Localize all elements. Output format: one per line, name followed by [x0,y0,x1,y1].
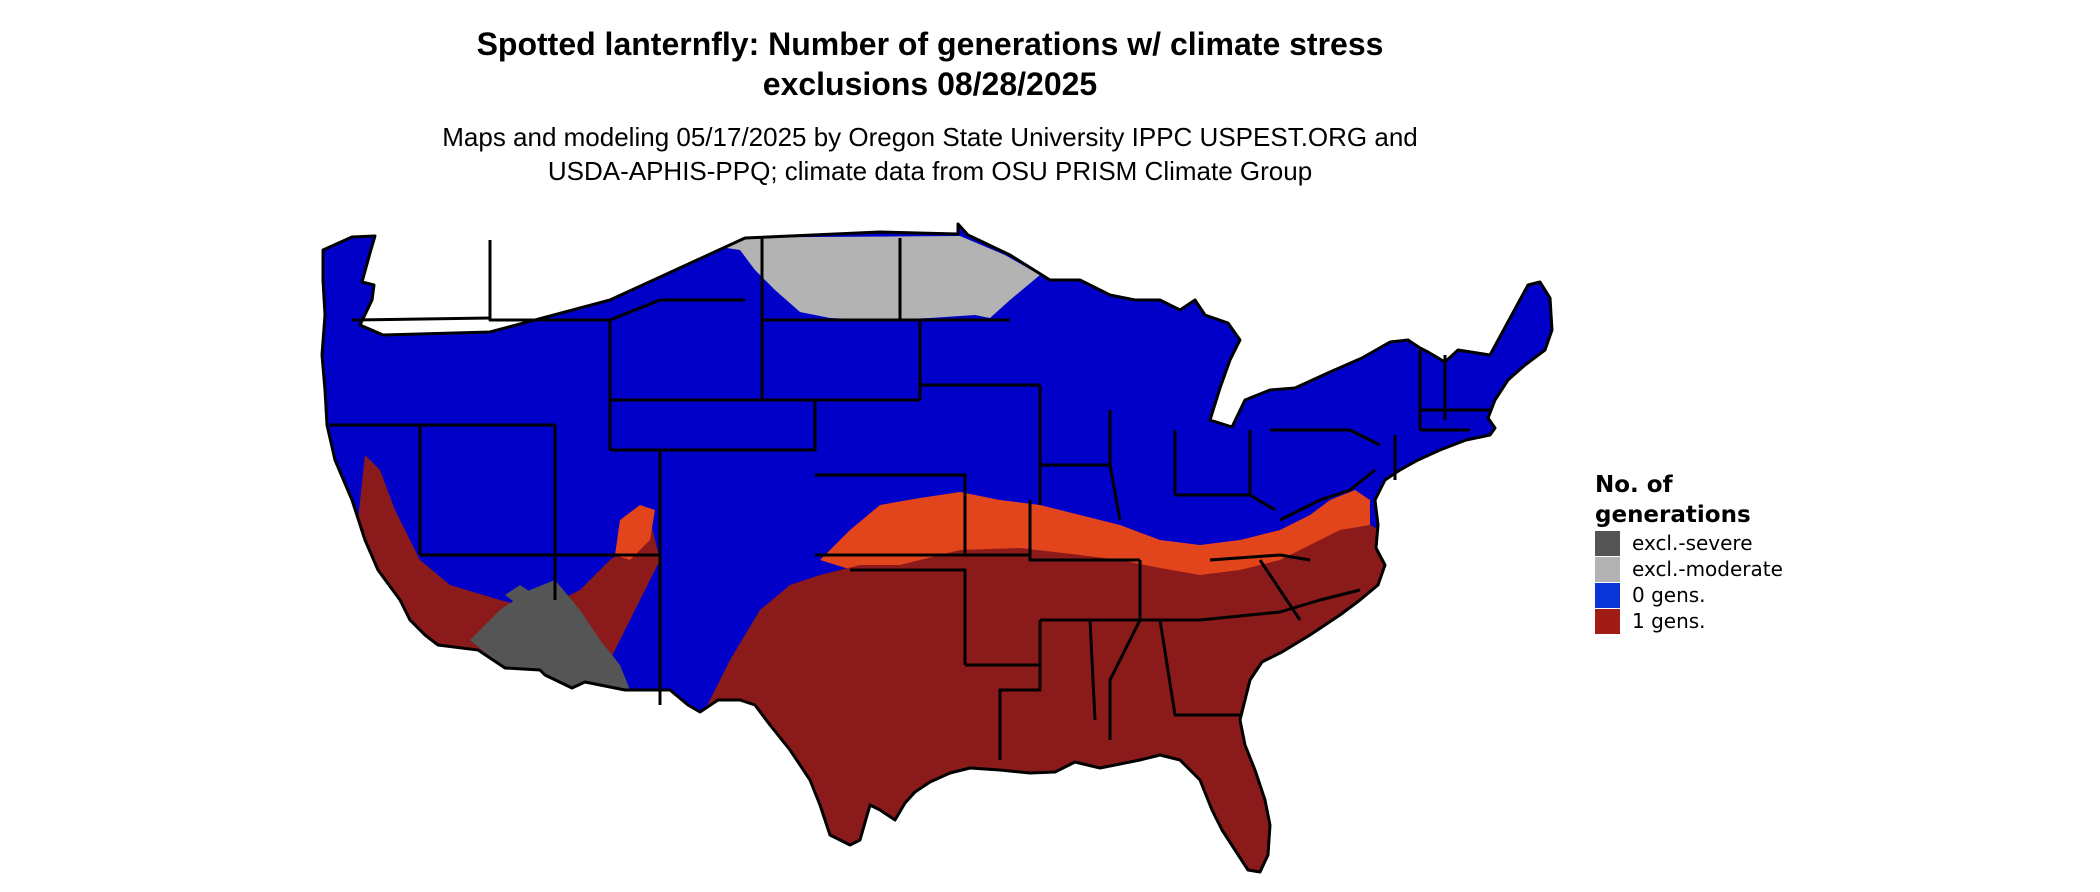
legend-item-zero-gens: 0 gens. [1595,582,1795,608]
state-borders [320,222,1554,874]
excl-severe-patch [505,585,535,610]
subtitle-line-2: USDA-APHIS-PPQ; climate data from OSU PR… [547,156,1313,186]
legend-label-excl-moderate: excl.-moderate [1632,557,1783,581]
legend-swatch-excl-moderate [1595,556,1620,582]
legend-item-excl-moderate: excl.-moderate [1595,556,1795,582]
legend: No. of generations excl.-severe excl.-mo… [1595,470,1795,634]
map-subtitle: Maps and modeling 05/17/2025 by Oregon S… [400,120,1460,188]
map-title: Spotted lanternfly: Number of generation… [400,24,1460,104]
legend-swatch-excl-severe [1595,530,1620,556]
legend-title: No. of generations [1595,470,1795,530]
legend-label-zero-gens: 0 gens. [1632,583,1706,607]
legend-swatch-zero-gens [1595,582,1620,608]
legend-swatch-one-gen [1595,608,1620,634]
excl-severe-region [470,580,630,690]
one-generation-region-south [700,525,1420,872]
title-line-1: Spotted lanternfly: Number of generation… [476,26,1384,62]
legend-title-line-1: No. of [1595,472,1673,498]
legend-title-line-2: generations [1595,502,1751,528]
legend-label-one-gen: 1 gens. [1632,609,1706,633]
legend-label-excl-severe: excl.-severe [1632,531,1753,555]
legend-item-excl-severe: excl.-severe [1595,530,1795,556]
title-line-2: exclusions 08/28/2025 [762,66,1098,102]
us-generations-map [320,222,1554,874]
excl-moderate-region [660,236,1040,320]
legend-item-one-gen: 1 gens. [1595,608,1795,634]
transition-patch-southwest [615,505,655,560]
subtitle-line-1: Maps and modeling 05/17/2025 by Oregon S… [442,122,1418,152]
